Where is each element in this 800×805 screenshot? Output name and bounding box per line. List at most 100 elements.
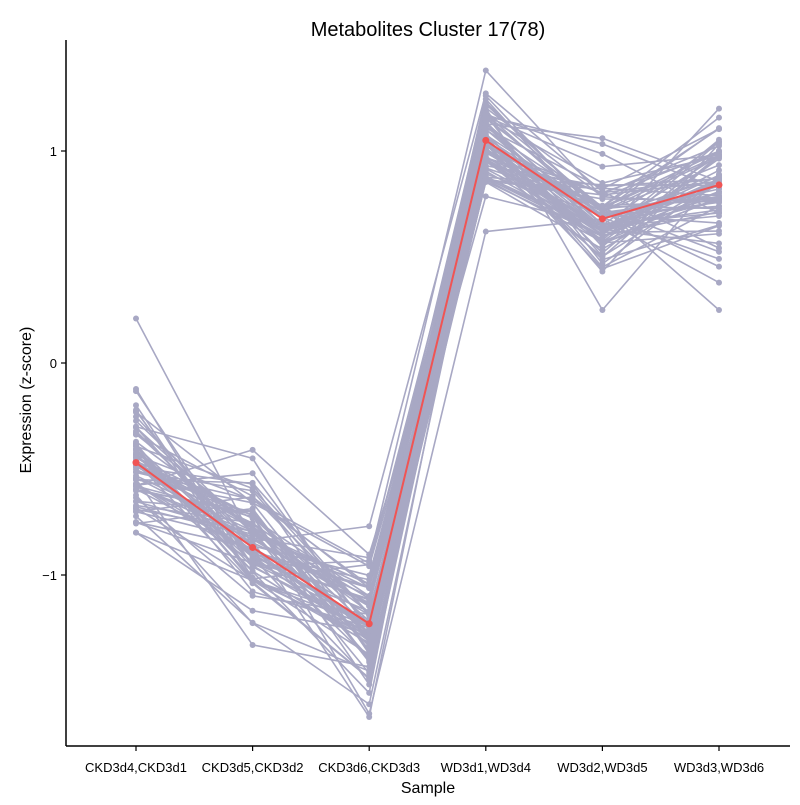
member-series [133,148,722,630]
member-point [133,413,139,420]
member-point [716,255,722,262]
member-point [133,388,139,395]
member-point [599,150,606,157]
member-line [135,150,720,628]
member-point [599,163,606,170]
member-point [133,423,139,430]
member-point [716,307,722,313]
member-point [716,228,722,235]
member-point [366,632,373,639]
centroid-point [132,459,140,467]
member-point [133,513,139,520]
member-line [135,155,720,648]
member-point [716,142,722,149]
member-point [482,67,489,74]
member-point [133,503,139,510]
member-point [249,524,256,531]
x-tick-label: WD3d1,WD3d4 [441,760,531,775]
member-point [599,183,606,190]
member-point [716,220,722,227]
y-ticks: −1 0 1 [42,144,66,583]
member-line [135,157,720,706]
member-point [133,492,139,499]
centroid-line [135,139,720,625]
member-point [716,105,722,112]
y-tick-label: 0 [50,356,57,371]
member-point [249,446,256,453]
member-lines-layer [133,67,722,721]
member-point [366,657,373,664]
member-point [249,531,256,538]
member-point [482,228,489,235]
member-point [366,572,373,579]
y-tick-label: 1 [50,144,57,159]
member-series [133,155,722,708]
member-point [366,584,373,591]
member-point [599,307,606,313]
member-series [133,153,722,650]
member-point [366,596,373,603]
member-point [716,147,722,154]
member-point [599,260,606,267]
y-tick-label: −1 [42,568,57,583]
member-point [366,643,373,650]
member-point [716,188,722,195]
member-point [716,125,722,132]
member-point [249,512,256,519]
member-point [249,520,256,527]
member-series [133,177,722,658]
member-line [135,69,720,567]
member-point [133,466,139,473]
member-point [716,136,722,143]
member-point [599,268,606,275]
x-tick-label: CKD3d4,CKD3d1 [85,760,187,775]
member-point [249,641,256,648]
member-point [249,554,256,561]
member-point [716,248,722,255]
centroid-point [482,136,490,144]
member-point [133,431,139,438]
chart-title: Metabolites Cluster 17(78) [311,19,546,41]
member-point [366,668,373,675]
member-point [249,563,256,570]
centroid-point [598,215,606,223]
member-point [249,568,256,575]
member-point [599,240,606,247]
member-point [249,607,256,614]
member-point [716,279,722,286]
member-point [133,498,139,505]
x-tick-label: WD3d2,WD3d5 [557,760,647,775]
axes-layer [65,40,790,747]
x-ticks: CKD3d4,CKD3d1 CKD3d5,CKD3d2 CKD3d6,CKD3d3 W… [85,746,764,775]
member-series [133,215,722,717]
member-line [135,141,720,607]
member-point [249,480,256,487]
member-point [249,505,256,512]
member-point [133,519,139,526]
member-point [599,249,606,256]
member-point [249,487,256,494]
x-axis-label: Sample [401,780,455,797]
centroid-line-layer [132,136,723,628]
member-point [599,202,606,209]
member-point [133,529,139,536]
member-point [716,167,722,174]
member-point [482,113,489,120]
member-point [716,114,722,121]
member-point [366,580,373,587]
member-point [366,701,373,708]
x-tick-label: CKD3d5,CKD3d2 [202,760,304,775]
member-point [366,523,373,530]
member-point [599,190,606,197]
x-tick-label: CKD3d6,CKD3d3 [318,760,420,775]
member-line [135,92,720,543]
member-point [249,577,256,584]
member-point [482,193,489,200]
member-point [716,197,722,204]
member-point [599,141,606,148]
member-point [249,470,256,477]
member-point [716,162,722,169]
member-point [133,446,139,453]
